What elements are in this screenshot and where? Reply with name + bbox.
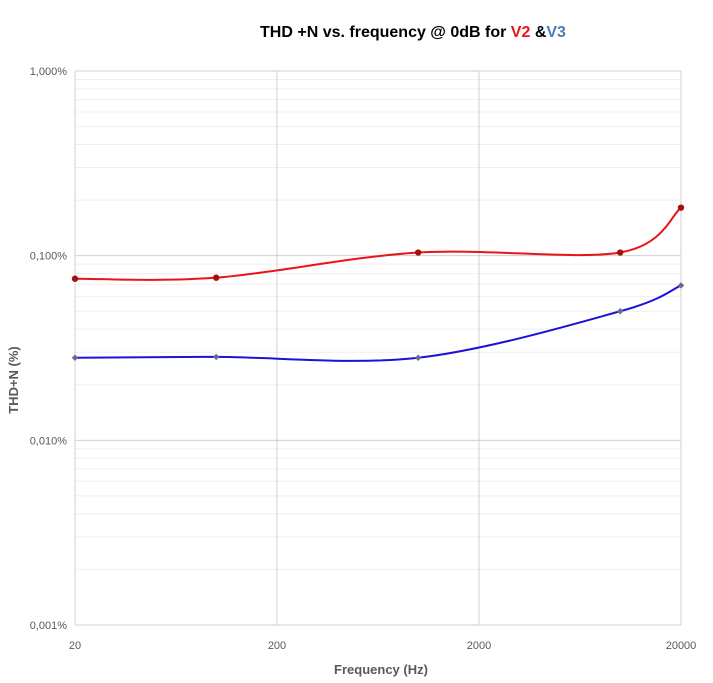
- chart-title: THD +N vs. frequency @ 0dB for V2 &V3: [260, 24, 566, 41]
- series-2-point: [71, 354, 79, 361]
- series-1-point: [616, 249, 624, 256]
- series-1-point: [71, 275, 79, 282]
- y-tick-label: 1,000%: [30, 66, 68, 78]
- chart-title-series-v2: V2: [511, 24, 531, 41]
- y-axis-label: THD+N (%): [6, 346, 21, 414]
- series-2-point: [212, 353, 220, 361]
- series-2: [71, 282, 685, 362]
- chart-title-joiner: &: [530, 24, 546, 41]
- x-tick-label: 200: [268, 640, 286, 652]
- chart-title-prefix: THD +N vs. frequency @ 0dB for: [260, 24, 511, 41]
- series-layer: [71, 204, 685, 362]
- x-tick-label: 2000: [467, 640, 491, 652]
- series-1-point: [212, 274, 220, 281]
- series-2-point: [677, 282, 685, 289]
- tick-labels: 0,001% 0,010% 0,100% 1,000% 20 200 2000 20000: [30, 66, 697, 652]
- series-2-point: [414, 354, 422, 361]
- series-1-line: [74, 206, 682, 281]
- chart-title-series-v3: V3: [546, 24, 566, 41]
- y-tick-label: 0,100%: [30, 251, 68, 263]
- series-1: [71, 204, 685, 282]
- x-axis-label: Frequency (Hz): [334, 662, 428, 677]
- y-tick-label: 0,010%: [30, 435, 68, 447]
- grid: [74, 70, 682, 626]
- x-tick-label: 20000: [666, 640, 697, 652]
- series-1-point: [414, 249, 422, 256]
- series-1-point: [677, 204, 685, 211]
- x-tick-label: 20: [69, 640, 81, 652]
- y-tick-label: 0,001%: [30, 620, 68, 632]
- series-2-point: [616, 308, 624, 315]
